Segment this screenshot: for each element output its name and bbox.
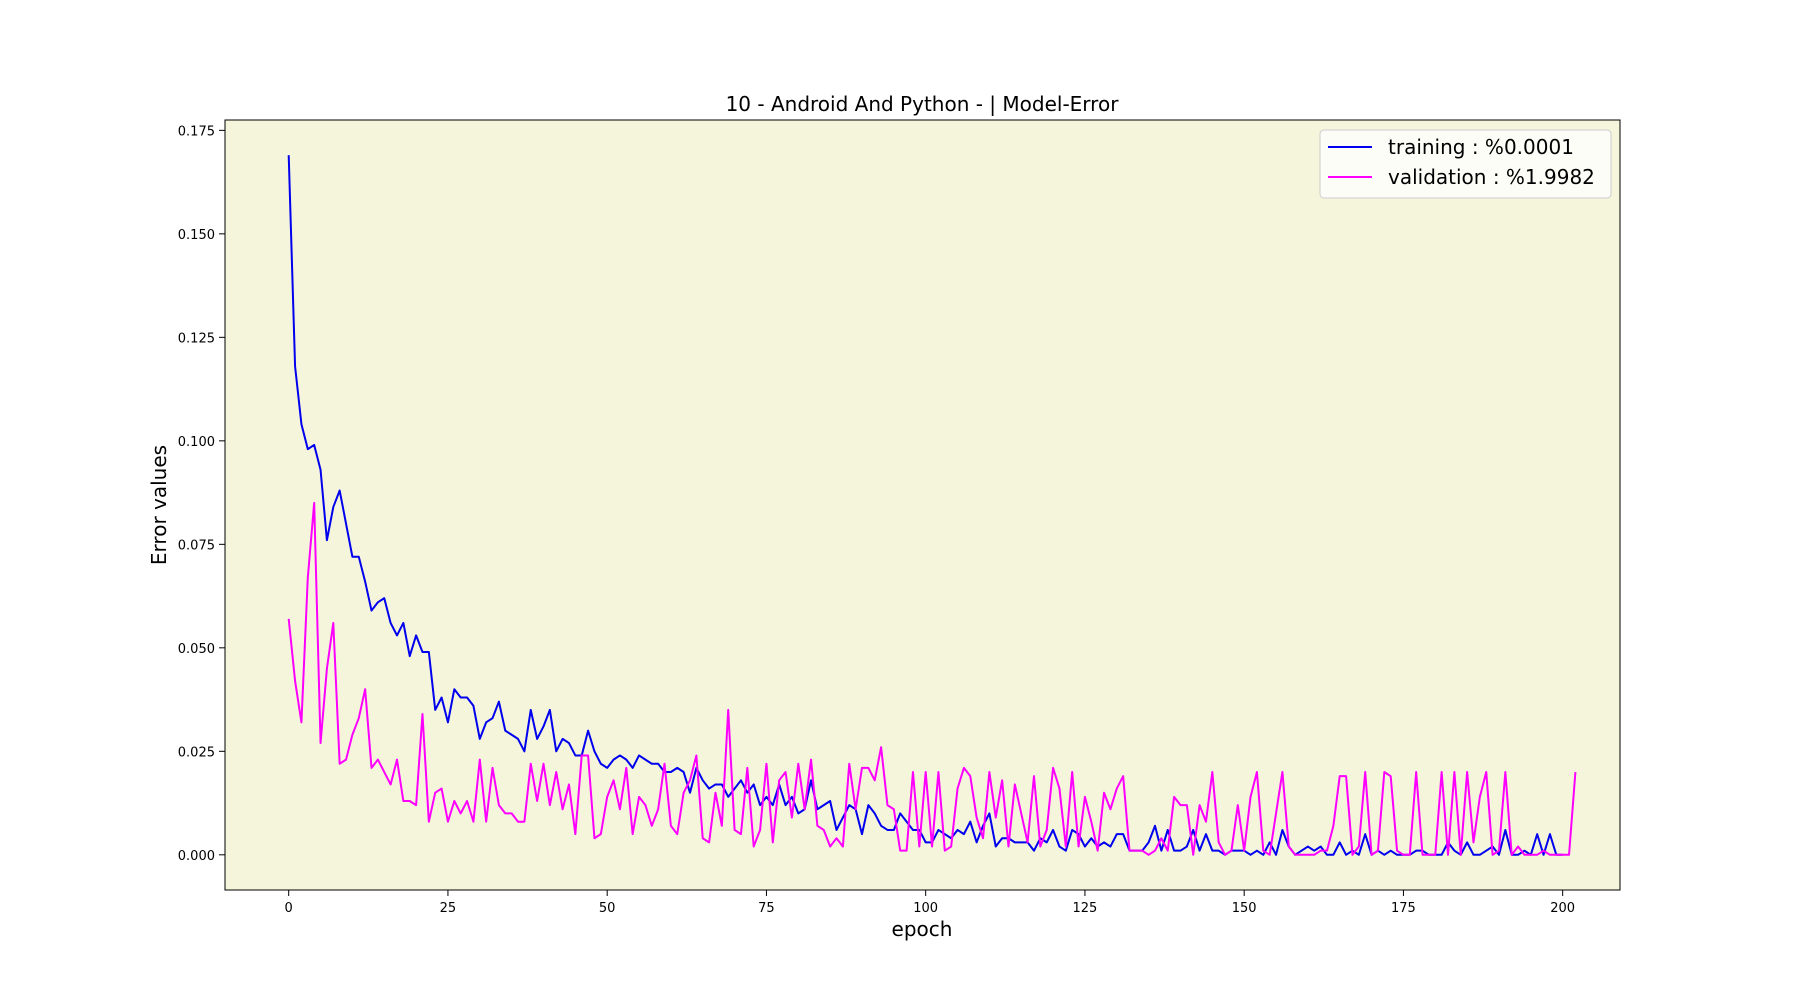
series-layer	[287, 155, 1577, 856]
x-tick-label: 75	[758, 901, 775, 916]
x-tick-label: 0	[285, 901, 293, 916]
legend: training : %0.0001 validation : %1.9982	[1319, 129, 1612, 199]
y-tick-label: 0.175	[178, 124, 215, 139]
plot-frame	[224, 119, 1621, 891]
y-tick-label: 0.150	[178, 228, 215, 243]
x-tick-label: 25	[440, 901, 457, 916]
y-tick-label: 0.025	[178, 745, 215, 760]
x-axis-label: epoch	[892, 917, 953, 941]
y-tick-label: 0.050	[178, 642, 215, 657]
plot-area	[225, 120, 1620, 890]
y-tick-label: 0.125	[178, 331, 215, 346]
x-tick-label: 200	[1550, 901, 1575, 916]
chart-title: 10 - Android And Python - | Model-Error	[726, 92, 1120, 116]
x-tick-label: 125	[1073, 901, 1098, 916]
x-tick-label: 150	[1232, 901, 1257, 916]
x-axis: 0 25 50 75 100 125 150 175 200	[285, 890, 1575, 916]
y-tick-label: 0.000	[178, 849, 215, 864]
y-axis: 0.000 0.025 0.050 0.075 0.100 0.125 0.150 0.175	[178, 124, 225, 864]
y-tick-label: 0.075	[178, 538, 215, 553]
legend-label-validation: validation : %1.9982	[1388, 165, 1595, 189]
x-tick-label: 50	[599, 901, 616, 916]
x-tick-label: 175	[1391, 901, 1416, 916]
y-tick-label: 0.100	[178, 435, 215, 450]
legend-box	[1319, 129, 1612, 199]
series-line-validation	[287, 501, 1577, 856]
legend-label-training: training : %0.0001	[1388, 135, 1574, 159]
series-line-training	[287, 155, 1563, 856]
x-tick-label: 100	[913, 901, 938, 916]
y-axis-label: Error values	[147, 445, 171, 565]
